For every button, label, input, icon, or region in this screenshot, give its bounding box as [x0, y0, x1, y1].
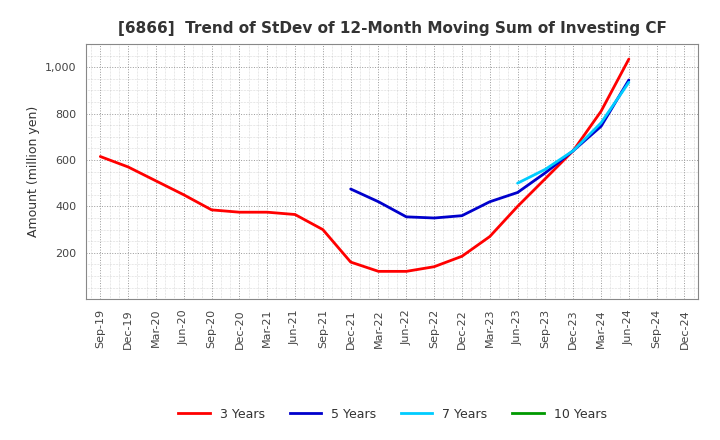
Legend: 3 Years, 5 Years, 7 Years, 10 Years: 3 Years, 5 Years, 7 Years, 10 Years	[174, 403, 611, 425]
Title: [6866]  Trend of StDev of 12-Month Moving Sum of Investing CF: [6866] Trend of StDev of 12-Month Moving…	[118, 21, 667, 36]
Y-axis label: Amount (million yen): Amount (million yen)	[27, 106, 40, 237]
